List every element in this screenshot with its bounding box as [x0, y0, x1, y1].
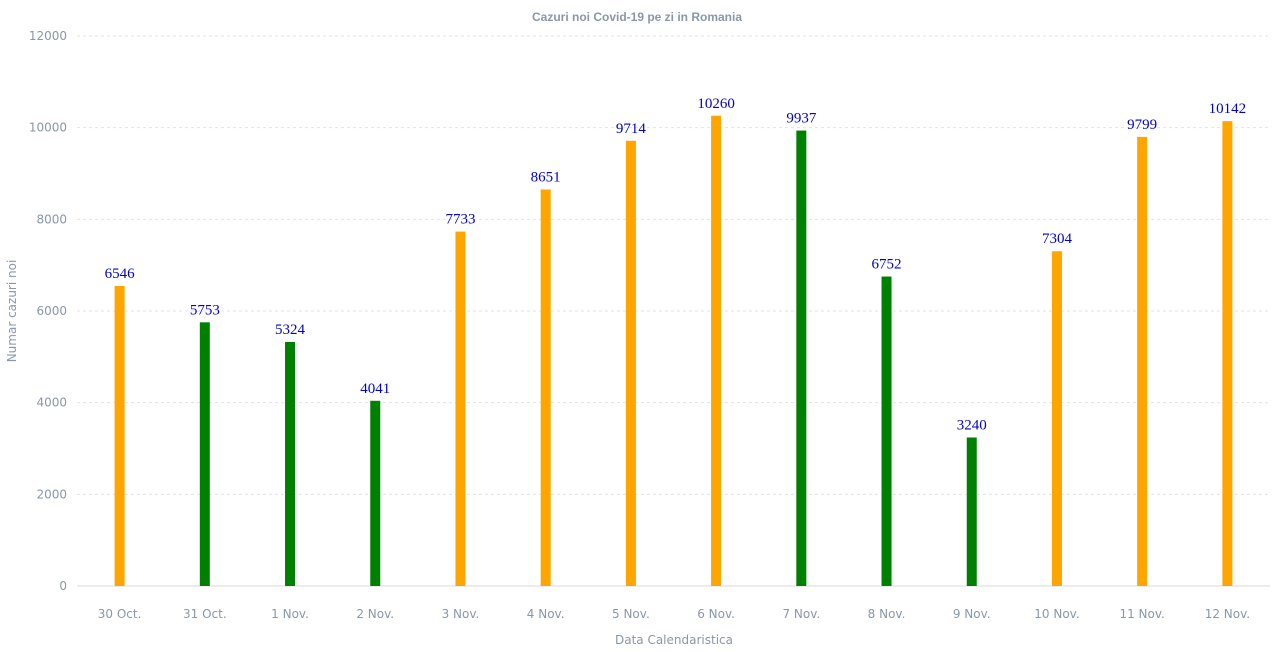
x-tick-label: 4 Nov.	[527, 607, 565, 621]
data-label: 6546	[105, 266, 136, 282]
bar[interactable]	[455, 231, 466, 586]
x-axis-ticks: 30 Oct. 31 Oct. 1 Nov. 2 Nov. 3 Nov. 4 Nov. 5 …	[98, 607, 1250, 621]
x-tick-label: 10 Nov.	[1034, 607, 1079, 621]
x-tick-label: 9 Nov.	[953, 607, 991, 621]
data-labels: 6546 5753 5324 4041 7733 8651 9714 10260 9937 675…	[105, 96, 1247, 434]
y-tick-label: 4000	[36, 396, 67, 410]
x-tick-label: 31 Oct.	[183, 607, 227, 621]
data-label: 9937	[786, 111, 817, 127]
y-tick-label: 10000	[29, 121, 67, 135]
bar[interactable]	[114, 285, 125, 586]
bar[interactable]	[1222, 121, 1233, 587]
data-label: 10260	[697, 96, 735, 112]
y-tick-label: 8000	[36, 212, 67, 226]
bars	[114, 115, 1233, 587]
gridlines	[77, 35, 1270, 495]
bar[interactable]	[881, 276, 892, 586]
bar[interactable]	[625, 140, 636, 586]
y-tick-label: 12000	[29, 29, 67, 43]
bar[interactable]	[285, 341, 296, 586]
bar[interactable]	[1137, 136, 1148, 587]
y-tick-label: 6000	[36, 304, 67, 318]
data-label: 7304	[1042, 231, 1073, 247]
x-tick-label: 12 Nov.	[1205, 607, 1250, 621]
y-tick-label: 0	[59, 579, 67, 593]
data-label: 9714	[616, 121, 647, 137]
data-label: 9799	[1127, 117, 1157, 133]
x-axis-label: Data Calendaristica	[615, 633, 733, 647]
bar[interactable]	[540, 189, 551, 586]
bar[interactable]	[199, 322, 210, 586]
x-tick-label: 5 Nov.	[612, 607, 650, 621]
data-label: 5324	[275, 322, 306, 338]
data-label: 3240	[957, 418, 987, 434]
data-label: 7733	[445, 212, 475, 228]
data-label: 6752	[872, 257, 902, 273]
y-axis-ticks: 0 2000 4000 6000 8000 10000 12000	[29, 29, 67, 593]
bar[interactable]	[966, 437, 977, 587]
data-label: 8651	[531, 169, 561, 185]
x-tick-label: 1 Nov.	[271, 607, 309, 621]
bar[interactable]	[1051, 251, 1062, 586]
x-tick-label: 3 Nov.	[442, 607, 480, 621]
x-tick-label: 30 Oct.	[98, 607, 142, 621]
bar[interactable]	[796, 130, 807, 586]
x-tick-label: 2 Nov.	[356, 607, 394, 621]
data-label: 5753	[190, 302, 220, 318]
chart-title: Cazuri noi Covid-19 pe zi in Romania	[532, 10, 742, 24]
x-tick-label: 6 Nov.	[697, 607, 735, 621]
bar[interactable]	[711, 115, 722, 586]
y-axis-label: Numar cazuri noi	[5, 260, 19, 363]
y-tick-label: 2000	[36, 487, 67, 501]
data-label: 10142	[1209, 101, 1247, 117]
data-label: 4041	[360, 381, 390, 397]
x-tick-label: 7 Nov.	[782, 607, 820, 621]
bar[interactable]	[370, 400, 381, 586]
x-tick-label: 11 Nov.	[1119, 607, 1164, 621]
x-tick-label: 8 Nov.	[868, 607, 906, 621]
